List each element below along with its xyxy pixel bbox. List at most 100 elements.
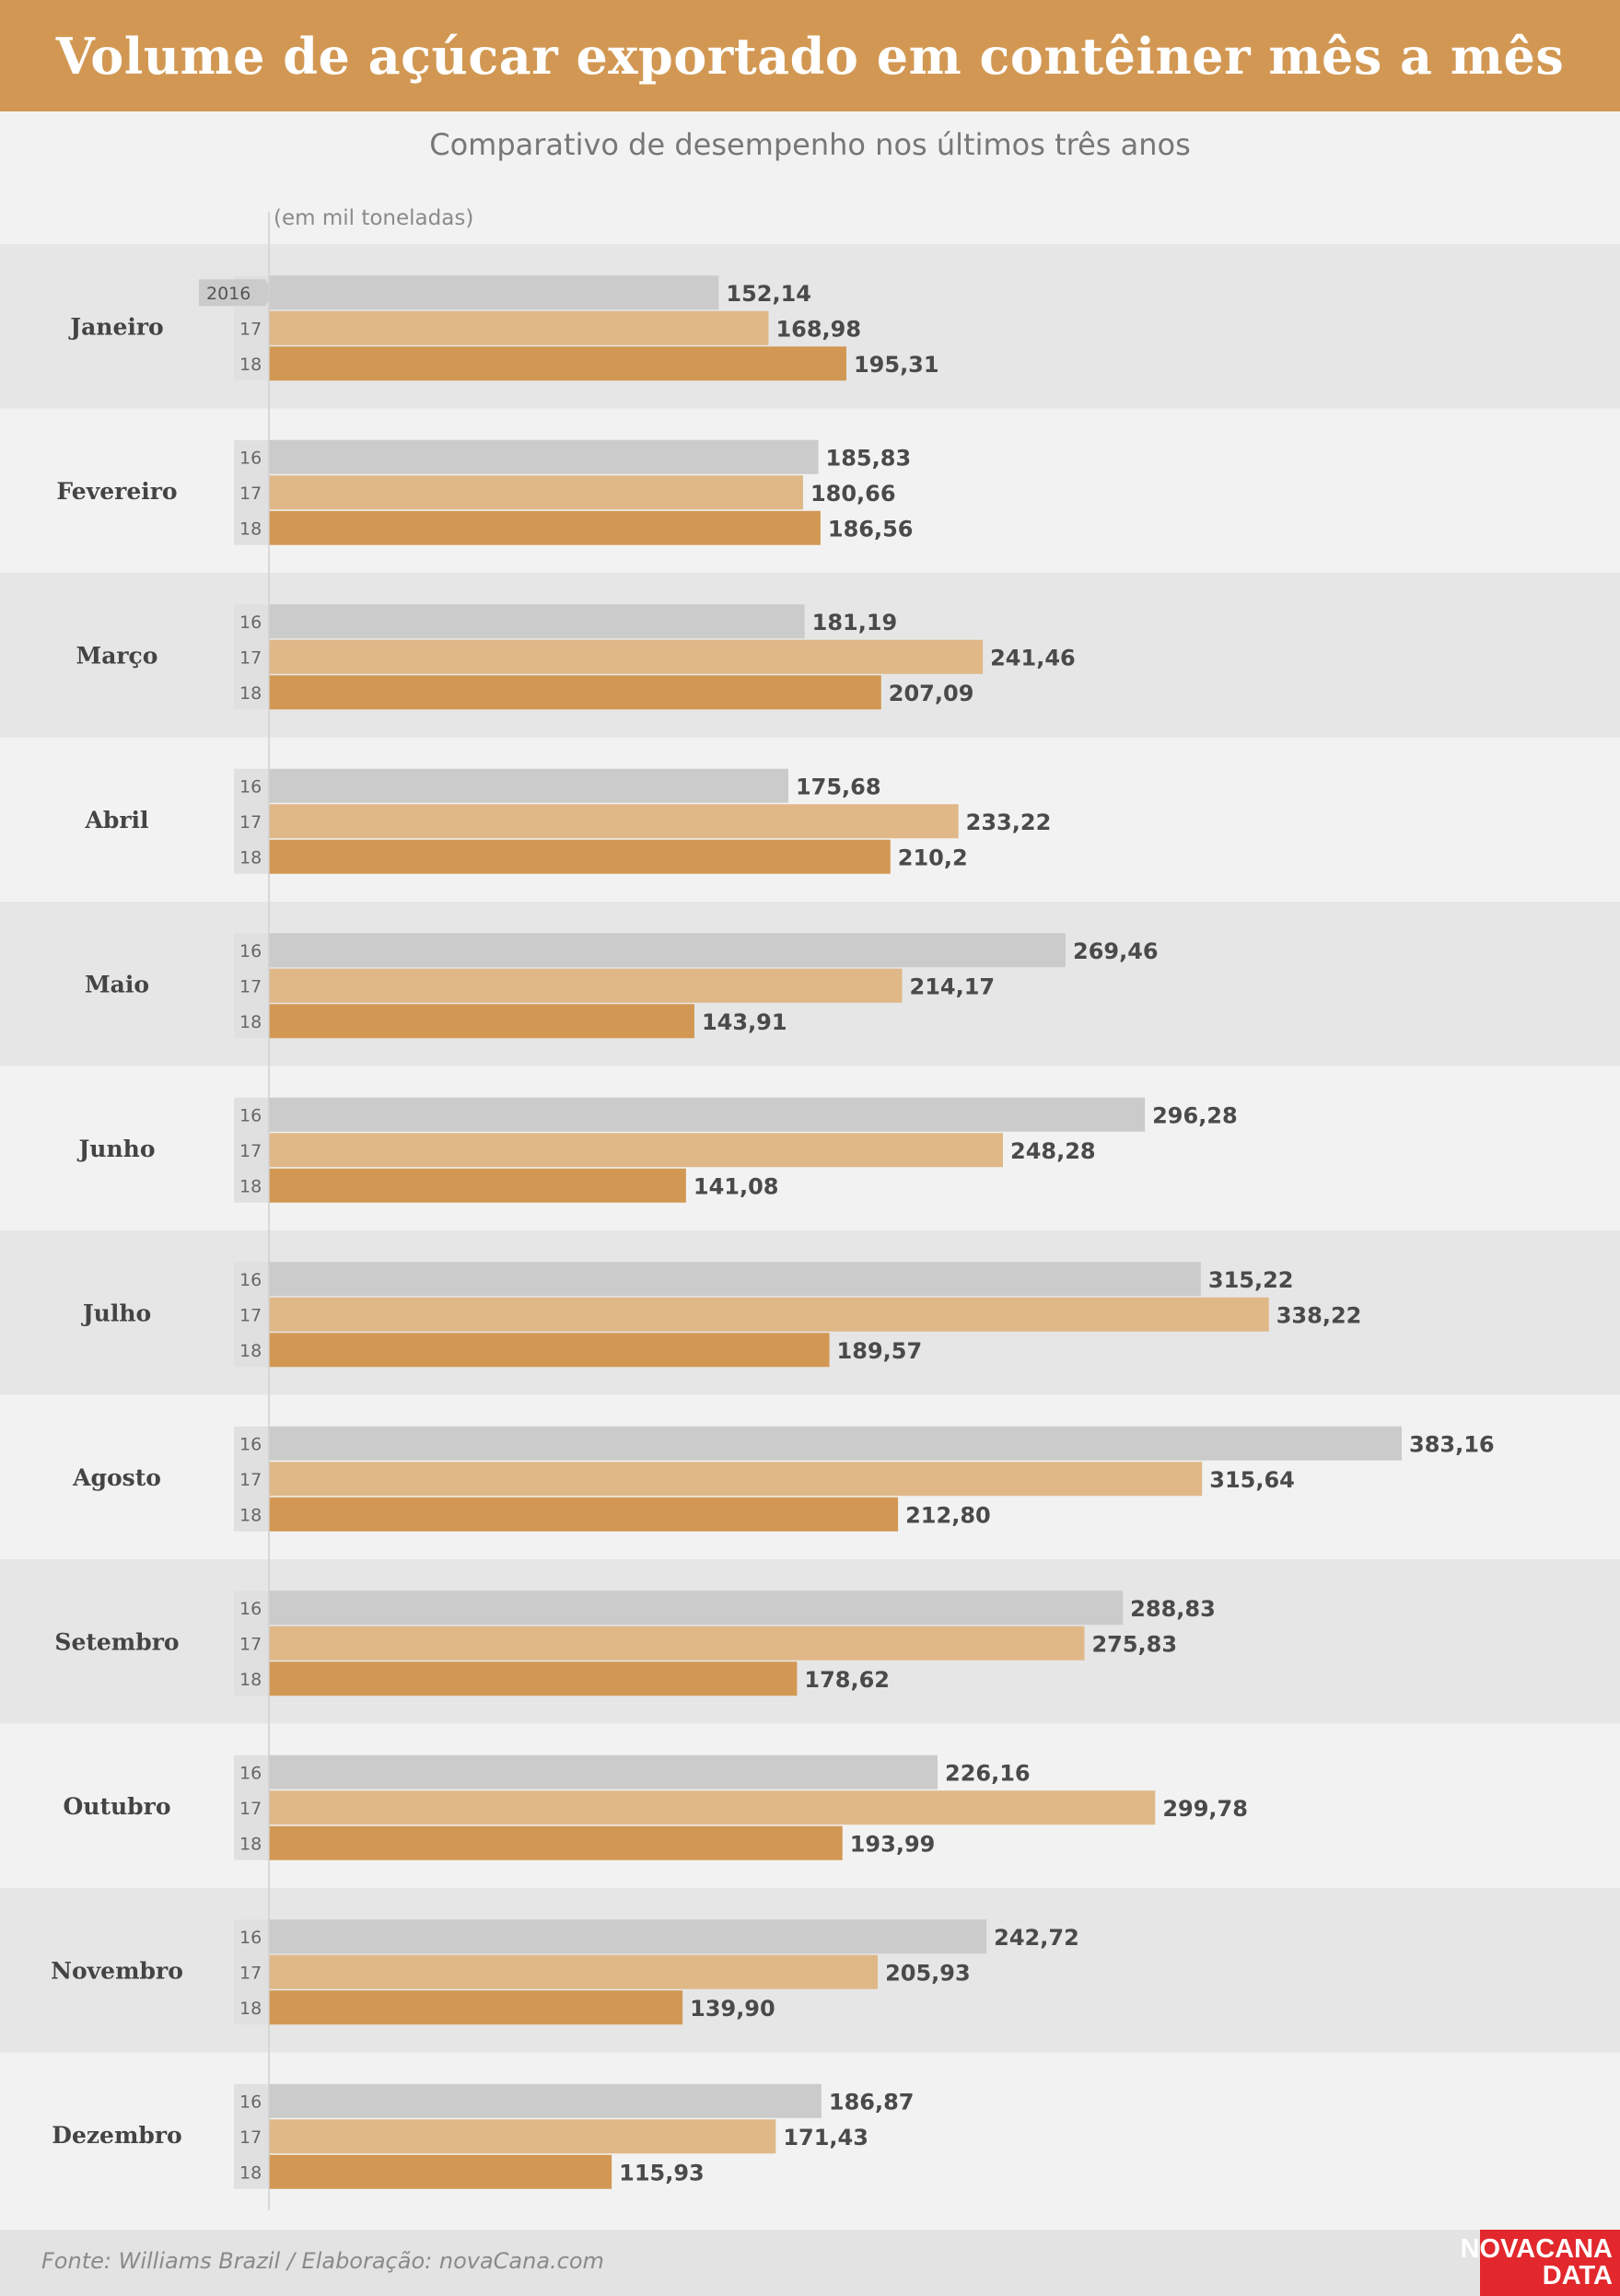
data-label: 180,66 xyxy=(810,481,896,507)
bar xyxy=(269,1661,798,1696)
year-tick-label: 17 xyxy=(239,1799,262,1819)
month-label: Fevereiro xyxy=(56,478,177,505)
bar xyxy=(269,510,821,545)
year-tick-label: 17 xyxy=(239,1963,262,1983)
data-label: 315,64 xyxy=(1209,1467,1295,1493)
data-label: 168,98 xyxy=(775,316,861,342)
month-label: Março xyxy=(76,642,158,669)
bar xyxy=(269,675,881,710)
bar xyxy=(269,768,788,803)
data-label: 233,22 xyxy=(966,810,1052,835)
bar xyxy=(269,933,1066,968)
year-tick-label: 17 xyxy=(239,1634,262,1654)
year-tick-label: 16 xyxy=(239,1599,262,1619)
year-label-column xyxy=(234,1754,269,1860)
year-tick-label: 18 xyxy=(239,355,262,375)
year-label-column xyxy=(234,2083,269,2189)
unit-note: (em mil toneladas) xyxy=(274,206,474,230)
data-label: 205,93 xyxy=(885,1960,971,1986)
data-label: 152,14 xyxy=(726,281,811,307)
bar xyxy=(269,1097,1146,1132)
year-tick-label: 16 xyxy=(239,1763,262,1783)
data-label: 195,31 xyxy=(854,352,939,378)
bar xyxy=(269,1168,686,1203)
bar xyxy=(269,639,984,674)
data-label: 315,22 xyxy=(1208,1267,1294,1293)
bar xyxy=(269,439,819,474)
bar xyxy=(269,1262,1201,1297)
data-label: 139,90 xyxy=(690,1996,775,2022)
year-tick-label: 17 xyxy=(239,484,262,504)
footer: Fonte: Williams Brazil / Elaboração: nov… xyxy=(0,2230,1620,2296)
year-label-column xyxy=(234,1097,269,1203)
data-label: 178,62 xyxy=(804,1667,890,1693)
data-label: 299,78 xyxy=(1162,1796,1248,1822)
data-label: 175,68 xyxy=(796,774,881,799)
year-label-column xyxy=(234,1262,269,1368)
data-label: 186,56 xyxy=(828,516,914,542)
data-label: 275,83 xyxy=(1091,1631,1177,1657)
bar xyxy=(269,839,891,874)
year-tick-label: 16 xyxy=(239,612,262,633)
data-label: 143,91 xyxy=(702,1009,787,1035)
month-label: Abril xyxy=(84,807,148,833)
data-label: 248,28 xyxy=(1010,1138,1096,1164)
year-tick-label: 18 xyxy=(239,1341,262,1361)
source-note: Fonte: Williams Brazil / Elaboração: nov… xyxy=(41,2248,604,2274)
data-label: 214,17 xyxy=(910,973,996,999)
data-label: 269,46 xyxy=(1073,938,1159,964)
year-label-column xyxy=(234,933,269,1039)
data-label: 288,83 xyxy=(1130,1596,1216,1622)
bar xyxy=(269,346,846,381)
year-tick-label: 17 xyxy=(239,319,262,339)
year-tick-label: 16 xyxy=(239,1105,262,1125)
year-label-column xyxy=(234,1591,269,1696)
data-label: 226,16 xyxy=(945,1760,1031,1786)
bar xyxy=(269,1790,1156,1825)
year-tick-label: 2016 xyxy=(206,284,251,304)
bar xyxy=(269,1333,830,1368)
year-tick-label: 18 xyxy=(239,683,262,704)
bar xyxy=(269,275,719,310)
bar xyxy=(269,968,903,1003)
data-label: 242,72 xyxy=(994,1925,1079,1951)
bar xyxy=(269,2154,612,2189)
data-label: 186,87 xyxy=(829,2089,915,2115)
year-label-column xyxy=(234,1919,269,2025)
bar xyxy=(269,1954,879,1989)
logo-line2: DATA xyxy=(1542,2261,1613,2290)
month-label: Julho xyxy=(81,1300,151,1326)
year-tick-label: 17 xyxy=(239,647,262,668)
month-label: Maio xyxy=(85,971,149,997)
month-label: Junho xyxy=(76,1136,155,1162)
month-label: Setembro xyxy=(54,1628,179,1655)
data-label: 383,16 xyxy=(1409,1431,1495,1457)
month-label: Dezembro xyxy=(52,2122,181,2149)
logo-line1: NOVACANA xyxy=(1460,2234,1613,2264)
year-tick-label: 18 xyxy=(239,1670,262,1690)
year-tick-label: 16 xyxy=(239,2092,262,2112)
bar xyxy=(269,310,769,345)
bar xyxy=(269,1426,1402,1461)
year-tag-2016 xyxy=(199,279,273,307)
data-label: 185,83 xyxy=(826,445,912,471)
month-label: Novembro xyxy=(51,1957,183,1984)
data-label: 141,08 xyxy=(693,1173,779,1199)
year-tick-label: 18 xyxy=(239,1999,262,2019)
data-label: 207,09 xyxy=(889,681,974,706)
year-tick-label: 18 xyxy=(239,1834,262,1854)
month-label: Agosto xyxy=(72,1464,161,1491)
data-label: 171,43 xyxy=(783,2125,868,2150)
year-tick-label: 16 xyxy=(239,1434,262,1454)
year-tick-label: 18 xyxy=(239,519,262,539)
bar xyxy=(269,1497,899,1532)
bar xyxy=(269,1990,683,2025)
year-tick-label: 16 xyxy=(239,776,262,797)
novacana-logo: NOVACANA DATA xyxy=(1461,2230,1620,2296)
bar xyxy=(269,1133,1004,1168)
data-label: 181,19 xyxy=(812,610,898,635)
year-tick-label: 18 xyxy=(239,1505,262,1525)
year-tick-label: 17 xyxy=(239,976,262,996)
data-label: 193,99 xyxy=(850,1831,936,1857)
